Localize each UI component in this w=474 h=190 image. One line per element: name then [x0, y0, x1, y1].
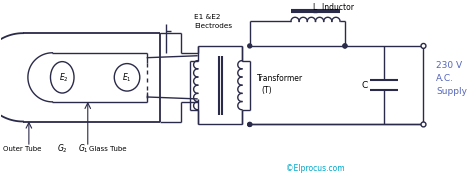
Text: A.C.: A.C.	[436, 74, 454, 83]
Text: $G_1$: $G_1$	[78, 143, 89, 155]
Ellipse shape	[50, 62, 74, 93]
Text: Outer Tube: Outer Tube	[3, 146, 42, 152]
Text: (T): (T)	[262, 86, 272, 95]
Circle shape	[248, 123, 252, 126]
Circle shape	[248, 123, 252, 126]
Text: L  Inductor: L Inductor	[312, 3, 354, 12]
Circle shape	[421, 44, 426, 48]
Circle shape	[343, 44, 347, 48]
Text: Electrodes: Electrodes	[194, 23, 232, 29]
Circle shape	[248, 44, 252, 48]
Text: 230 V: 230 V	[436, 61, 462, 70]
Text: $G_2$: $G_2$	[57, 143, 68, 155]
Text: ©Elprocus.com: ©Elprocus.com	[286, 164, 345, 173]
Text: $E_1$: $E_1$	[122, 71, 132, 84]
Circle shape	[421, 122, 426, 127]
Text: $E_2$: $E_2$	[59, 71, 69, 84]
Text: Supply: Supply	[436, 87, 467, 96]
Ellipse shape	[114, 64, 140, 91]
Text: C: C	[362, 81, 368, 90]
Text: Glass Tube: Glass Tube	[89, 146, 126, 152]
Text: Transformer: Transformer	[256, 74, 303, 83]
Text: E1 &E2: E1 &E2	[194, 14, 220, 21]
Circle shape	[343, 44, 347, 48]
